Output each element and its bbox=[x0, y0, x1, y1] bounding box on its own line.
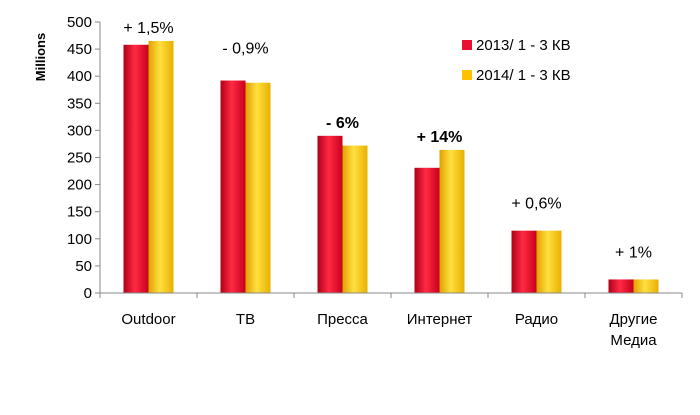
bar-series2 bbox=[633, 279, 659, 293]
bar-series1 bbox=[317, 135, 343, 293]
change-annotation: - 0,9% bbox=[222, 41, 268, 58]
x-tick-label: Outdoor bbox=[121, 311, 175, 328]
x-tick-label: Интернет bbox=[407, 311, 473, 328]
y-tick-label: 100 bbox=[67, 231, 92, 248]
legend-swatch bbox=[462, 40, 472, 50]
legend-swatch bbox=[462, 70, 472, 80]
change-annotation: + 14% bbox=[417, 129, 463, 146]
change-annotation: + 1,5% bbox=[123, 20, 173, 37]
y-tick-label: 450 bbox=[67, 41, 92, 58]
bar-series2 bbox=[245, 82, 271, 293]
legend-label: 2014/ 1 - 3 КВ bbox=[476, 67, 571, 84]
y-tick-label: 400 bbox=[67, 68, 92, 85]
y-tick-label: 300 bbox=[67, 122, 92, 139]
bar-series1 bbox=[123, 44, 149, 293]
bar-series2 bbox=[536, 230, 562, 293]
change-annotation: + 1% bbox=[615, 244, 652, 261]
y-tick-label: 0 bbox=[84, 285, 92, 302]
bar-series1 bbox=[414, 167, 440, 293]
y-tick-label: 50 bbox=[75, 258, 92, 275]
x-tick-label: Другие Медиа bbox=[609, 311, 657, 349]
x-tick-label: ТВ bbox=[236, 311, 255, 328]
legend-label: 2013/ 1 - 3 КВ bbox=[476, 37, 571, 54]
change-annotation: - 6% bbox=[326, 115, 359, 132]
x-tick-label: Радио bbox=[515, 311, 558, 328]
bar-series2 bbox=[148, 40, 174, 293]
bar-series2 bbox=[439, 149, 465, 293]
y-tick-label: 250 bbox=[67, 150, 92, 167]
y-tick-label: 350 bbox=[67, 95, 92, 112]
bar-series2 bbox=[342, 145, 368, 293]
bar-series1 bbox=[608, 279, 634, 293]
bar-series1 bbox=[511, 230, 537, 293]
bar-series1 bbox=[220, 80, 246, 293]
y-axis-label: Millions bbox=[33, 33, 48, 81]
y-tick-label: 200 bbox=[67, 177, 92, 194]
x-tick-label: Пресса bbox=[317, 311, 368, 328]
y-tick-label: 500 bbox=[67, 14, 92, 31]
y-tick-label: 150 bbox=[67, 204, 92, 221]
change-annotation: + 0,6% bbox=[511, 196, 561, 213]
